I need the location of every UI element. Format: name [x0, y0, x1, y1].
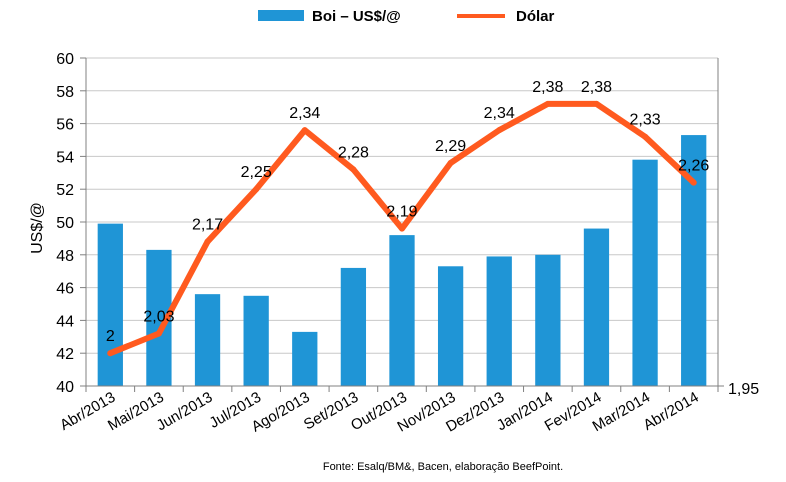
y-tick-50: 50	[56, 215, 74, 232]
bar-Ago/2013	[292, 331, 318, 386]
y-tick-60: 60	[56, 51, 74, 68]
dolar-label-Jun/2013: 2,17	[192, 217, 223, 234]
bar-Jul/2013	[243, 295, 269, 386]
x-tick-Abr/2014: Abr/2014	[640, 389, 701, 434]
dolar-label-Jan/2014: 2,38	[532, 79, 563, 96]
dolar-label-Jul/2013: 2,25	[241, 164, 272, 181]
dolar-point-Mar/2014	[642, 133, 649, 140]
bar-Nov/2013	[437, 266, 464, 386]
bar-Jun/2013	[194, 294, 221, 386]
y-tick-48: 48	[56, 248, 74, 265]
axes	[85, 58, 724, 392]
y-tick-40: 40	[56, 379, 74, 396]
dolar-label-Mai/2013: 2,03	[143, 309, 174, 326]
legend: Boi – US$/@ Dólar	[258, 8, 555, 25]
dolar-label-Ago/2013: 2,34	[289, 105, 320, 122]
dolar-label-Abr/2014: 2,26	[678, 158, 709, 175]
dolar-label-Nov/2013: 2,29	[435, 138, 466, 155]
legend-label-boi: Boi – US$/@	[312, 8, 401, 25]
dolar-point-Dez/2013	[496, 127, 503, 134]
bar-Mar/2014	[632, 159, 658, 386]
dolar-label-Fev/2014: 2,38	[581, 79, 612, 96]
y2-tick-labels: 1,95	[728, 381, 759, 398]
bar-Dez/2013	[486, 256, 512, 386]
line-series	[107, 100, 697, 357]
dolar-point-Ago/2013	[301, 127, 308, 134]
dolar-point-Fev/2014	[593, 100, 600, 107]
y-tick-56: 56	[56, 117, 74, 134]
dolar-point-Jul/2013	[253, 186, 260, 193]
source-note: Fonte: Esalq/BM&, Bacen, elaboração Beef…	[323, 461, 563, 473]
dolar-label-Abr/2013: 2	[106, 328, 115, 345]
y-tick-44: 44	[56, 313, 74, 330]
dolar-label-Dez/2013: 2,34	[484, 105, 515, 122]
dolar-point-Set/2013	[350, 166, 357, 173]
x-tick-labels: Abr/2013Mai/2013Jun/2013Jul/2013Ago/2013…	[57, 389, 702, 436]
y-tick-54: 54	[56, 149, 74, 166]
bar-Set/2013	[340, 267, 367, 386]
y-tick-52: 52	[56, 182, 74, 199]
dolar-label-Out/2013: 2,19	[386, 204, 417, 221]
y-axis-title: US$/@	[29, 202, 46, 254]
dolar-point-Nov/2013	[447, 159, 454, 166]
dolar-point-Jun/2013	[204, 238, 211, 245]
line-data-labels: 2 2,03 2,17 2,25 2,34 2,28 2,19 2,29 2,34 2,38 2,3…	[106, 79, 710, 345]
bar-Out/2013	[389, 235, 415, 386]
dolar-point-Mai/2013	[155, 330, 162, 337]
legend-label-dolar: Dólar	[516, 8, 555, 25]
dolar-label-Set/2013: 2,28	[338, 145, 369, 162]
dolar-label-Mar/2014: 2,33	[630, 112, 661, 129]
y-tick-58: 58	[56, 84, 74, 101]
y-tick-labels: 40 42 44 46 48 50 52 54 56 58 60	[56, 51, 74, 396]
bar-Fev/2014	[583, 228, 610, 386]
y-tick-42: 42	[56, 346, 74, 363]
y2-tick-1,95: 1,95	[728, 381, 759, 398]
bar-Abr/2013	[97, 223, 123, 386]
dolar-point-Out/2013	[399, 225, 405, 232]
dolar-point-Abr/2014	[690, 179, 697, 186]
dolar-point-Jan/2014	[544, 100, 551, 107]
y-tick-46: 46	[56, 281, 74, 298]
bar-series	[97, 135, 707, 386]
x-tick-Jun/2013: Jun/2013	[154, 389, 216, 435]
dolar-point-Abr/2013	[107, 350, 114, 357]
bar-Jan/2014	[535, 254, 561, 386]
legend-swatch-boi	[258, 10, 304, 21]
